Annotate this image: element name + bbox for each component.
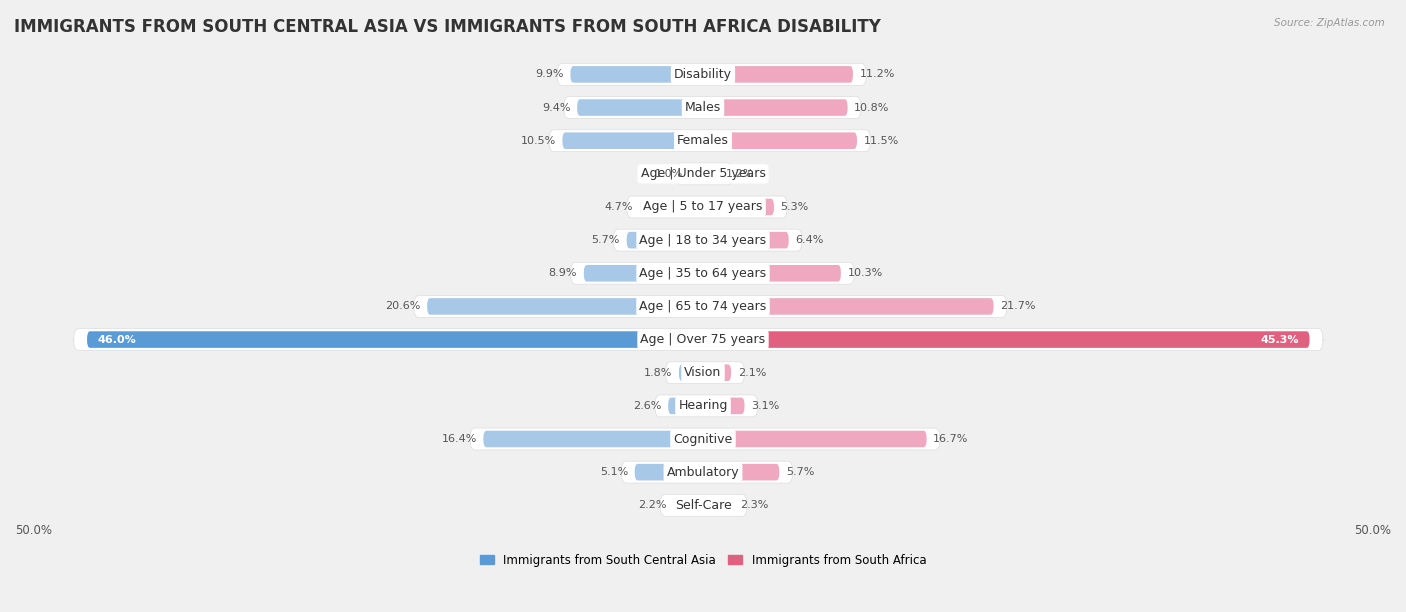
FancyBboxPatch shape — [703, 464, 779, 480]
Text: Age | Over 75 years: Age | Over 75 years — [641, 333, 765, 346]
FancyBboxPatch shape — [703, 398, 745, 414]
FancyBboxPatch shape — [665, 362, 745, 384]
FancyBboxPatch shape — [673, 497, 703, 513]
Text: Age | Under 5 years: Age | Under 5 years — [641, 167, 765, 181]
FancyBboxPatch shape — [613, 230, 801, 251]
FancyBboxPatch shape — [427, 298, 703, 315]
FancyBboxPatch shape — [703, 199, 773, 215]
Text: Hearing: Hearing — [678, 400, 728, 412]
FancyBboxPatch shape — [668, 398, 703, 414]
FancyBboxPatch shape — [562, 132, 703, 149]
Text: Ambulatory: Ambulatory — [666, 466, 740, 479]
Text: 11.2%: 11.2% — [859, 69, 896, 80]
Text: Females: Females — [678, 134, 728, 147]
FancyBboxPatch shape — [627, 196, 787, 218]
Text: 5.7%: 5.7% — [786, 467, 814, 477]
FancyBboxPatch shape — [703, 99, 848, 116]
FancyBboxPatch shape — [621, 461, 793, 483]
Text: 21.7%: 21.7% — [1000, 302, 1036, 312]
FancyBboxPatch shape — [571, 66, 703, 83]
FancyBboxPatch shape — [571, 263, 855, 284]
FancyBboxPatch shape — [703, 265, 841, 282]
Text: Disability: Disability — [673, 68, 733, 81]
FancyBboxPatch shape — [703, 166, 718, 182]
Text: 2.1%: 2.1% — [738, 368, 766, 378]
Text: 10.8%: 10.8% — [855, 103, 890, 113]
Text: 46.0%: 46.0% — [98, 335, 136, 345]
Text: 2.3%: 2.3% — [741, 500, 769, 510]
FancyBboxPatch shape — [627, 232, 703, 248]
FancyBboxPatch shape — [413, 296, 1007, 318]
FancyBboxPatch shape — [703, 497, 734, 513]
FancyBboxPatch shape — [655, 395, 758, 417]
Text: Vision: Vision — [685, 366, 721, 379]
Text: IMMIGRANTS FROM SOUTH CENTRAL ASIA VS IMMIGRANTS FROM SOUTH AFRICA DISABILITY: IMMIGRANTS FROM SOUTH CENTRAL ASIA VS IM… — [14, 18, 882, 36]
Text: 5.3%: 5.3% — [780, 202, 808, 212]
FancyBboxPatch shape — [703, 66, 853, 83]
FancyBboxPatch shape — [583, 265, 703, 282]
FancyBboxPatch shape — [703, 331, 1309, 348]
FancyBboxPatch shape — [661, 494, 747, 517]
Text: Cognitive: Cognitive — [673, 433, 733, 446]
Text: 9.4%: 9.4% — [541, 103, 571, 113]
Text: 6.4%: 6.4% — [796, 235, 824, 245]
Text: 50.0%: 50.0% — [15, 523, 52, 537]
FancyBboxPatch shape — [703, 232, 789, 248]
Text: Males: Males — [685, 101, 721, 114]
Text: 4.7%: 4.7% — [605, 202, 633, 212]
FancyBboxPatch shape — [484, 431, 703, 447]
Text: 16.7%: 16.7% — [934, 434, 969, 444]
Text: 16.4%: 16.4% — [441, 434, 477, 444]
FancyBboxPatch shape — [703, 298, 994, 315]
FancyBboxPatch shape — [576, 99, 703, 116]
FancyBboxPatch shape — [676, 163, 733, 185]
Text: 11.5%: 11.5% — [863, 136, 898, 146]
Text: 9.9%: 9.9% — [536, 69, 564, 80]
FancyBboxPatch shape — [689, 166, 703, 182]
Text: Age | 18 to 34 years: Age | 18 to 34 years — [640, 234, 766, 247]
Text: 2.2%: 2.2% — [638, 500, 666, 510]
FancyBboxPatch shape — [703, 431, 927, 447]
FancyBboxPatch shape — [640, 199, 703, 215]
Text: Age | 5 to 17 years: Age | 5 to 17 years — [644, 201, 762, 214]
Text: 2.6%: 2.6% — [633, 401, 661, 411]
FancyBboxPatch shape — [703, 364, 731, 381]
FancyBboxPatch shape — [548, 130, 870, 152]
Text: 5.7%: 5.7% — [592, 235, 620, 245]
Text: 8.9%: 8.9% — [548, 268, 576, 278]
Text: 1.8%: 1.8% — [644, 368, 672, 378]
Legend: Immigrants from South Central Asia, Immigrants from South Africa: Immigrants from South Central Asia, Immi… — [475, 549, 931, 572]
FancyBboxPatch shape — [73, 329, 1323, 351]
Text: 5.1%: 5.1% — [600, 467, 628, 477]
FancyBboxPatch shape — [679, 364, 703, 381]
Text: 1.2%: 1.2% — [725, 169, 754, 179]
Text: 1.0%: 1.0% — [655, 169, 683, 179]
Text: 20.6%: 20.6% — [385, 302, 420, 312]
Text: 10.5%: 10.5% — [520, 136, 555, 146]
FancyBboxPatch shape — [634, 464, 703, 480]
Text: 45.3%: 45.3% — [1260, 335, 1299, 345]
Text: Age | 35 to 64 years: Age | 35 to 64 years — [640, 267, 766, 280]
Text: 50.0%: 50.0% — [1354, 523, 1391, 537]
Text: Age | 65 to 74 years: Age | 65 to 74 years — [640, 300, 766, 313]
Text: Self-Care: Self-Care — [675, 499, 731, 512]
Text: 3.1%: 3.1% — [751, 401, 779, 411]
FancyBboxPatch shape — [564, 97, 860, 119]
FancyBboxPatch shape — [703, 132, 858, 149]
FancyBboxPatch shape — [87, 331, 703, 348]
FancyBboxPatch shape — [470, 428, 941, 450]
Text: 10.3%: 10.3% — [848, 268, 883, 278]
FancyBboxPatch shape — [557, 64, 866, 85]
Text: Source: ZipAtlas.com: Source: ZipAtlas.com — [1274, 18, 1385, 28]
